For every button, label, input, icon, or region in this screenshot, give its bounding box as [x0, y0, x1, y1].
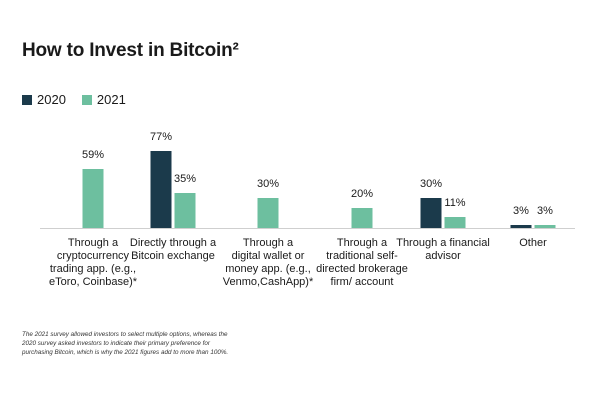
category-label-line: Directly through a — [130, 237, 217, 249]
category-label-line: Bitcoin exchange — [131, 250, 215, 262]
bar-label-2020-1: 77% — [150, 131, 172, 143]
bar-2020-1 — [150, 151, 172, 228]
bar-2021-4 — [444, 217, 466, 228]
bar-label-2021-1: 35% — [174, 173, 196, 185]
bar-label-2020-4: 30% — [420, 178, 442, 190]
bar-2021-2 — [257, 198, 279, 228]
bar-2021-5 — [534, 225, 556, 228]
category-label-line: money app. (e.g., — [225, 263, 311, 275]
legend-item-2021: 2021 — [81, 92, 126, 107]
category-label-line: trading app. (e.g., — [50, 263, 136, 275]
category-label-5: Other — [519, 237, 547, 249]
chart-title: How to Invest in Bitcoin² — [22, 40, 239, 61]
category-label-3: Through a traditional self-directed broke… — [316, 237, 408, 288]
category-label-line: Through a — [68, 237, 119, 249]
bar-label-2020-5: 3% — [513, 205, 529, 217]
bar-2021-0 — [82, 169, 104, 228]
bar-label-2021-5: 3% — [537, 205, 553, 217]
category-label-line: directed brokerage — [316, 263, 408, 275]
category-label-line: firm/ account — [331, 276, 394, 288]
category-label-line: digital wallet or — [232, 250, 305, 262]
legend-label-2021: 2021 — [96, 92, 126, 107]
bar-label-2021-4: 11% — [444, 197, 465, 209]
category-label-line: Through a — [243, 237, 294, 249]
category-label-2: Through a digital wallet or money app. (e.… — [223, 237, 314, 288]
legend-item-2020: 2020 — [22, 92, 66, 107]
bar-label-2021-3: 20% — [351, 188, 373, 200]
bar-label-2021-0: 59% — [82, 149, 104, 161]
category-label-line: traditional self- — [326, 250, 398, 262]
legend-swatch-2021 — [81, 94, 92, 105]
bar-label-2021-2: 30% — [257, 178, 279, 190]
bar-2021-1 — [174, 193, 196, 228]
category-label-line: advisor — [425, 250, 461, 262]
legend: 2020 2021 — [22, 92, 142, 107]
footnote: The 2021 survey allowed investors to sel… — [22, 331, 229, 357]
legend-label-2020: 2020 — [37, 92, 66, 107]
category-label-line: Other — [519, 237, 547, 249]
category-label-line: eToro, Coinbase)* — [49, 276, 138, 288]
bar-2020-5 — [510, 225, 532, 228]
category-label-1: Directly through a Bitcoin exchange — [130, 237, 217, 262]
category-label-line: cryptocurrency — [57, 250, 130, 262]
legend-swatch-2020 — [22, 94, 32, 105]
category-label-line: Through a — [337, 237, 388, 249]
category-label-0: Through a cryptocurrency trading app. (e.g… — [49, 237, 138, 288]
bar-2021-3 — [351, 208, 373, 228]
category-label-line: Venmo,CashApp)* — [223, 276, 314, 288]
bar-2020-4 — [420, 198, 442, 228]
category-label-line: Through a financial — [396, 237, 490, 249]
category-label-4: Through a financial advisor — [396, 237, 490, 262]
